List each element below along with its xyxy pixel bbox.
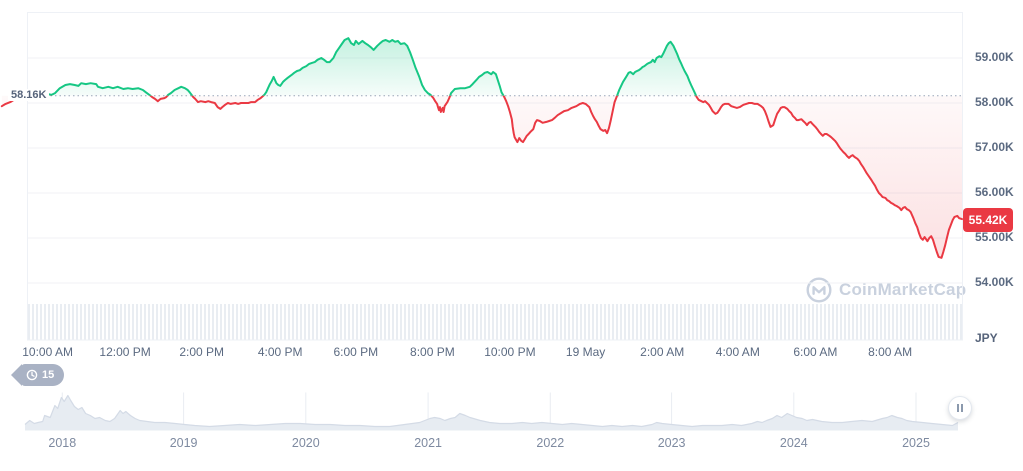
timeline-year-label: 2019: [169, 436, 198, 450]
timeline-year-label: 2018: [48, 436, 77, 450]
watermark-label: CoinMarketCap: [839, 280, 967, 299]
y-axis-label: 56.00K: [975, 185, 1014, 199]
y-axis-label: 59.00K: [975, 50, 1014, 64]
history-badge-count: 15: [42, 369, 55, 381]
x-axis-label: 4:00 AM: [715, 345, 760, 359]
timeline-year-label: 2023: [657, 436, 686, 450]
y-axis-label: 54.00K: [975, 275, 1014, 289]
history-badge-pointer: [11, 364, 22, 386]
currency-unit-label: JPY: [975, 331, 998, 345]
x-axis-label: 2:00 PM: [179, 345, 225, 359]
x-axis-label: 10:00 PM: [484, 345, 536, 359]
timeline-year-label: 2022: [536, 436, 565, 450]
y-axis-label: 58.00K: [975, 95, 1014, 109]
timeline-year-label: 2024: [779, 436, 808, 450]
x-axis-label: 12:00 PM: [99, 345, 151, 359]
current-price-badge: 55.42K: [963, 208, 1013, 232]
timeline-minimap[interactable]: [25, 392, 958, 432]
baseline-price-label: 58.16K: [8, 89, 50, 101]
watermark: CoinMarketCap: [806, 277, 966, 303]
history-badge[interactable]: 15: [11, 364, 65, 386]
timeline-year-label: 2025: [902, 436, 930, 450]
clock-icon: [26, 369, 38, 381]
timeline-year-label: 2020: [291, 436, 320, 450]
x-axis-label: 2:00 AM: [640, 345, 685, 359]
x-axis-label: 19 May: [565, 345, 606, 359]
coinmarketcap-logo-icon: [806, 277, 832, 303]
timeline-year-label: 2021: [414, 436, 442, 450]
volume-bars: [28, 304, 962, 340]
y-axis-label: 55.00K: [975, 230, 1014, 244]
x-axis-label: 6:00 PM: [333, 345, 379, 359]
x-axis-label: 6:00 AM: [793, 345, 838, 359]
y-axis-label: 57.00K: [975, 140, 1014, 154]
x-axis-label: 8:00 PM: [410, 345, 455, 359]
x-axis-label: 10:00 AM: [22, 345, 73, 359]
x-axis-label: 4:00 PM: [257, 345, 303, 359]
timeline-drag-handle[interactable]: [948, 396, 972, 420]
x-axis-label: 8:00 AM: [868, 345, 913, 359]
drag-handle-icon: [957, 404, 959, 412]
